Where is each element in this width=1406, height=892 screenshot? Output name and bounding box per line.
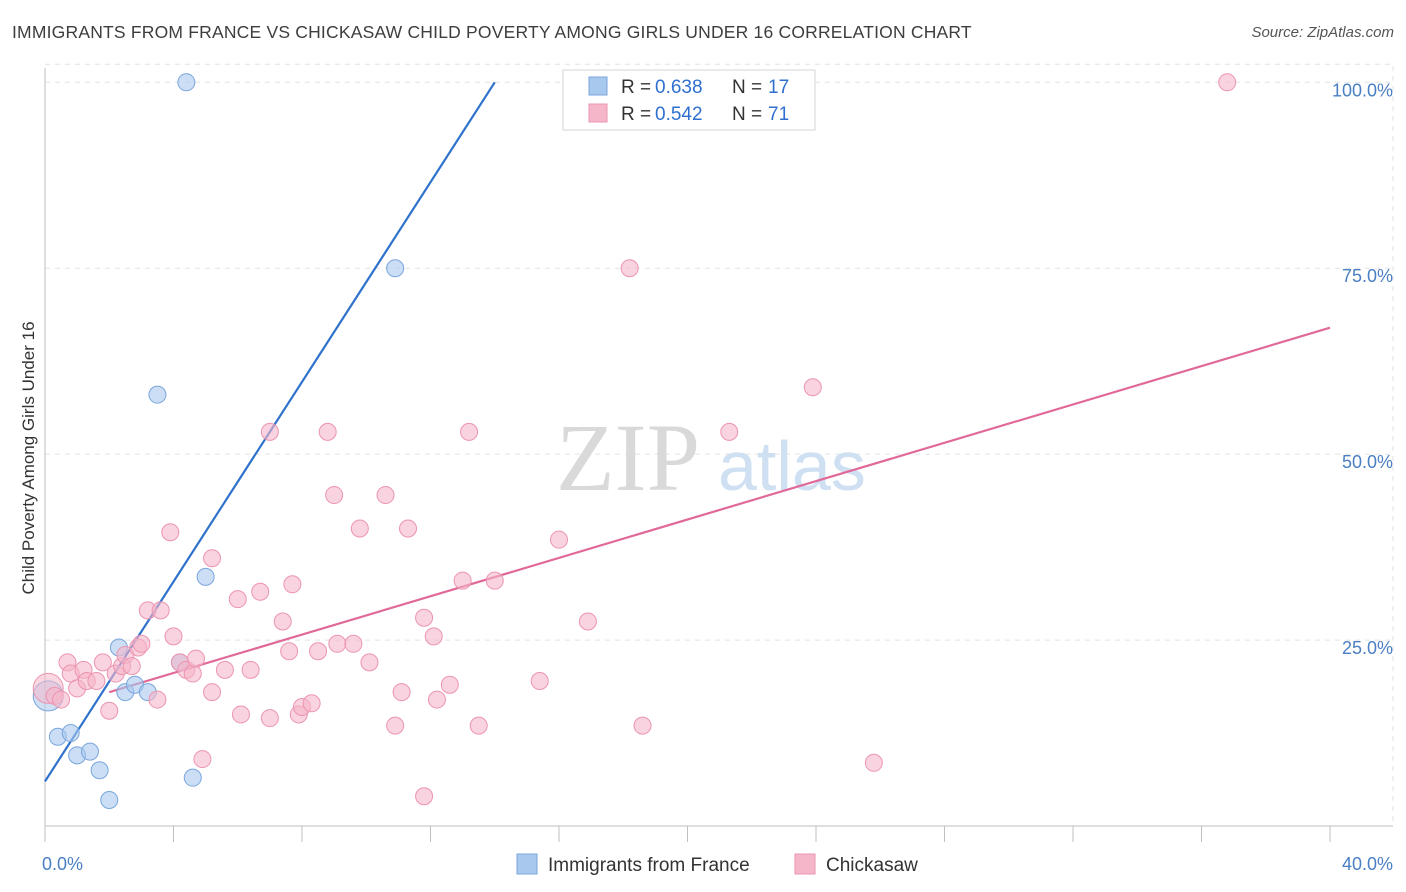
x-tick-label: 0.0% — [42, 854, 83, 874]
x-tick-labels: 0.0% 40.0% — [42, 854, 1393, 874]
point-pink — [122, 657, 141, 676]
bottom-legend: Immigrants from France Chickasaw — [516, 853, 918, 876]
y-tick-label: 50.0% — [1342, 452, 1393, 472]
point-pink — [325, 486, 344, 505]
point-pink — [424, 627, 443, 646]
point-pink — [161, 523, 180, 542]
point-pink — [203, 683, 222, 702]
point-pink — [440, 675, 459, 694]
point-pink — [386, 716, 405, 735]
point-pink — [241, 660, 260, 679]
point-pink — [183, 664, 202, 683]
bottom-legend-label: Immigrants from France — [548, 855, 750, 876]
point-blue — [183, 768, 202, 787]
legend-n-value: 17 — [768, 77, 789, 98]
points — [32, 73, 1237, 809]
point-pink — [280, 642, 299, 661]
point-pink — [203, 549, 222, 568]
legend: R = 0.638 N = 17 R = 0.542 N = 71 — [562, 69, 816, 131]
legend-n-label: N = — [732, 77, 762, 98]
point-pink — [415, 787, 434, 806]
legend-r-label: R = — [621, 104, 651, 125]
legend-n-label: N = — [732, 104, 762, 125]
point-pink — [52, 690, 71, 709]
legend-n-value: 71 — [768, 104, 789, 125]
point-pink — [453, 571, 472, 590]
point-pink — [803, 378, 822, 397]
point-pink — [186, 649, 205, 668]
trendline-pink — [108, 326, 1331, 694]
y-tick-label: 25.0% — [1342, 638, 1393, 658]
point-pink — [318, 422, 337, 441]
point-pink — [328, 634, 347, 653]
legend-swatch-pink — [588, 103, 608, 123]
point-pink — [132, 634, 151, 653]
point-pink — [260, 422, 279, 441]
bottom-legend-swatch-blue — [516, 853, 538, 875]
point-pink — [251, 582, 270, 601]
point-pink — [720, 422, 739, 441]
chart-title: IMMIGRANTS FROM FRANCE VS CHICKASAW CHIL… — [12, 22, 972, 42]
point-blue — [61, 724, 80, 743]
legend-r-value: 0.638 — [655, 77, 703, 98]
legend-r-label: R = — [621, 77, 651, 98]
point-pink — [469, 716, 488, 735]
y-tick-label: 100.0% — [1332, 80, 1393, 100]
point-blue — [386, 259, 405, 278]
point-pink — [260, 709, 279, 728]
point-pink — [273, 612, 292, 631]
point-blue — [148, 385, 167, 404]
point-pink — [864, 753, 883, 772]
point-pink — [360, 653, 379, 672]
point-pink — [302, 694, 321, 713]
point-blue — [177, 73, 196, 92]
y-tick-label: 75.0% — [1342, 266, 1393, 286]
y-tick-labels: 25.0% 50.0% 75.0% 100.0% — [1332, 80, 1393, 658]
point-pink — [415, 608, 434, 627]
point-pink — [633, 716, 652, 735]
point-pink — [228, 590, 247, 609]
legend-r-value: 0.542 — [655, 104, 703, 125]
point-pink — [1218, 73, 1237, 92]
point-pink — [148, 690, 167, 709]
point-blue — [100, 790, 119, 809]
bottom-legend-swatch-pink — [794, 853, 816, 875]
point-pink — [460, 422, 479, 441]
source-label: Source: ZipAtlas.com — [1251, 24, 1394, 41]
point-pink — [283, 575, 302, 594]
point-pink — [100, 701, 119, 720]
point-blue — [80, 742, 99, 761]
y-axis-label: Child Poverty Among Girls Under 16 — [19, 321, 38, 594]
point-pink — [530, 671, 549, 690]
watermark-zip: ZIP — [556, 404, 700, 511]
point-blue — [196, 567, 215, 586]
x-tick-label: 40.0% — [1342, 854, 1393, 874]
point-pink — [344, 634, 363, 653]
point-pink — [193, 750, 212, 769]
point-pink — [485, 571, 504, 590]
point-pink — [376, 486, 395, 505]
watermark: ZIP atlas — [556, 404, 866, 511]
point-pink — [87, 671, 106, 690]
point-pink — [550, 530, 568, 549]
point-pink — [151, 601, 170, 620]
point-pink — [309, 642, 328, 661]
bottom-legend-label: Chickasaw — [826, 855, 918, 876]
point-pink — [399, 519, 418, 538]
point-pink — [164, 627, 183, 646]
point-pink — [392, 683, 411, 702]
point-pink — [620, 259, 639, 278]
point-pink — [215, 660, 234, 679]
point-pink — [231, 705, 250, 724]
legend-swatch-blue — [588, 76, 608, 96]
point-pink — [350, 519, 369, 538]
point-pink — [93, 653, 112, 672]
point-pink — [578, 612, 597, 631]
point-blue — [90, 761, 109, 780]
grid — [45, 63, 1394, 826]
watermark-atlas: atlas — [718, 427, 866, 505]
point-pink — [427, 690, 446, 709]
